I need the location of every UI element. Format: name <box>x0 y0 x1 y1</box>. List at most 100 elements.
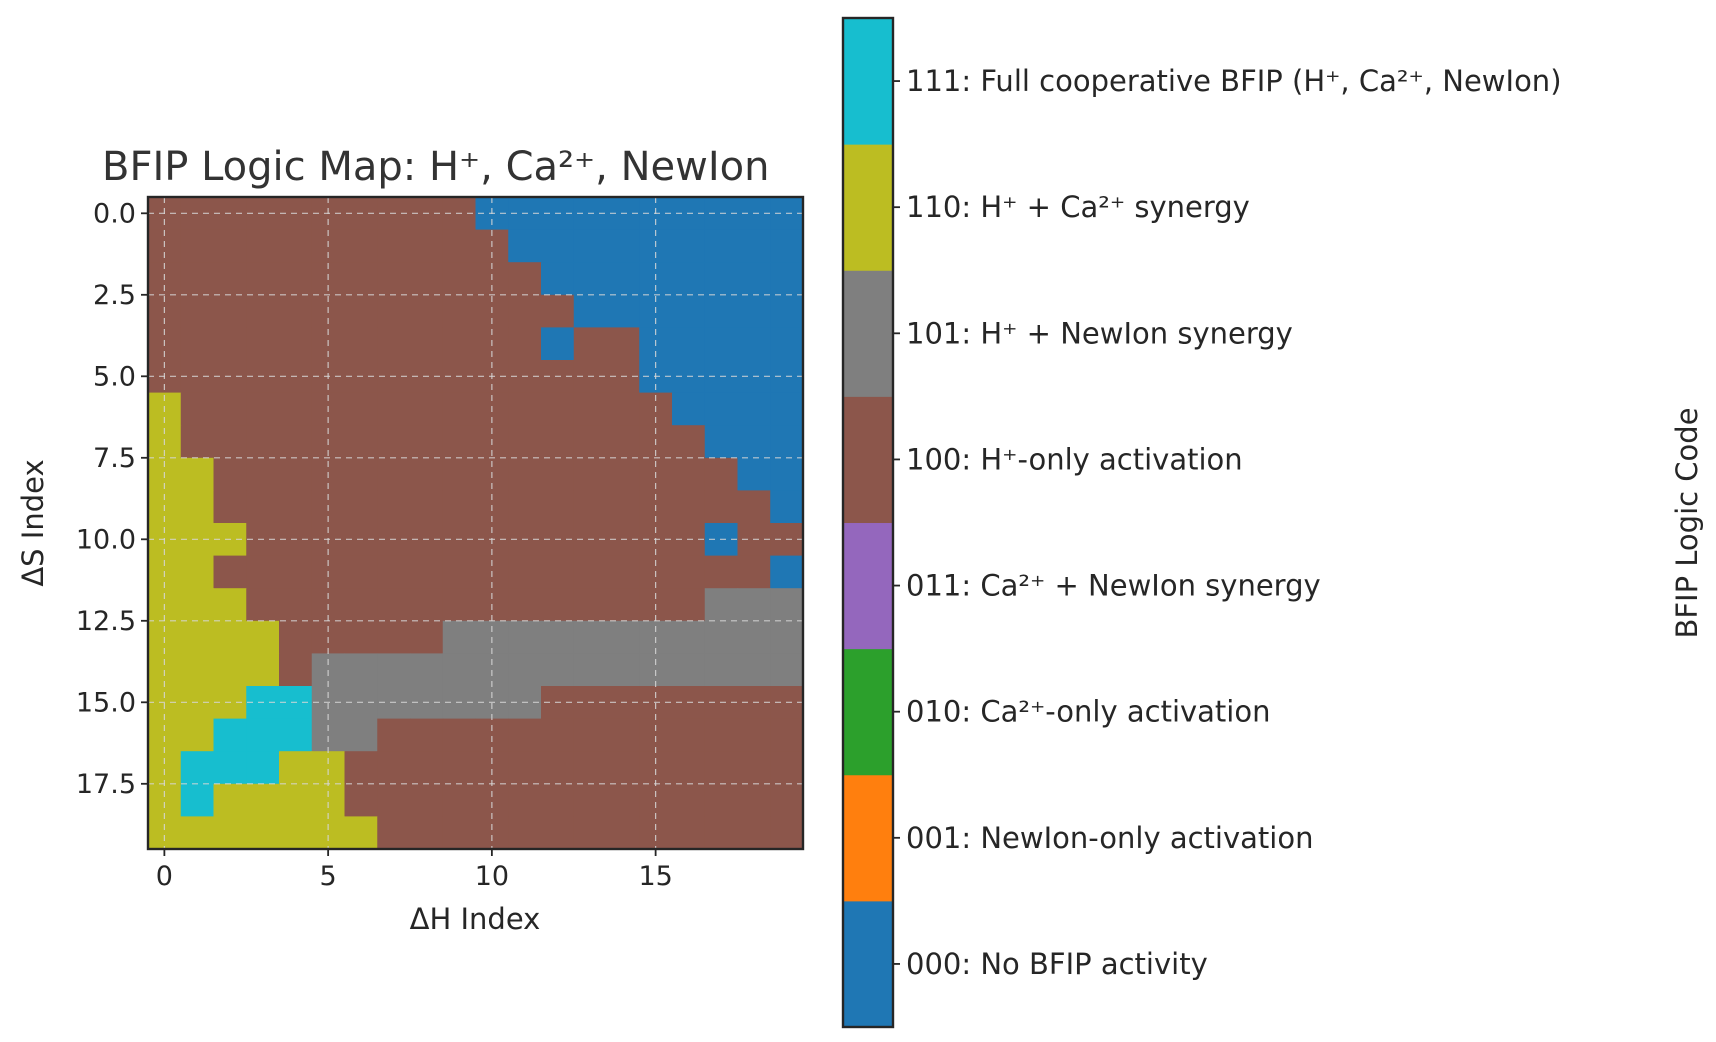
heatmap-cell <box>606 816 640 850</box>
heatmap-cell <box>672 294 706 328</box>
heatmap-cell <box>410 327 444 361</box>
heatmap-cell <box>377 588 411 622</box>
heatmap-cell <box>475 718 509 752</box>
heatmap-cell <box>148 816 182 850</box>
heatmap-cell <box>180 555 215 589</box>
heatmap-cell <box>311 783 346 817</box>
chart-title: BFIP Logic Map: H⁺, Ca²⁺, NewIon <box>102 144 769 190</box>
colorbar-swatch-011 <box>843 522 893 650</box>
colorbar-frame <box>841 16 895 1029</box>
heatmap-cell <box>770 620 804 654</box>
heatmap-cell <box>573 229 608 263</box>
heatmap-cell <box>606 229 640 263</box>
heatmap-cell <box>279 783 313 817</box>
heatmap-cell <box>573 294 608 328</box>
heatmap-cell <box>180 262 215 296</box>
heatmap-cell <box>213 294 247 328</box>
y-tick-label: 12.5 <box>76 606 136 637</box>
heatmap-cell <box>442 327 477 361</box>
heatmap-cell <box>279 392 313 426</box>
heatmap-cell <box>770 490 804 524</box>
heatmap-cell <box>442 392 477 426</box>
heatmap-cell <box>573 620 608 654</box>
heatmap-cell <box>410 816 444 850</box>
heatmap-cell <box>377 425 411 459</box>
heatmap-cell <box>377 555 411 589</box>
heatmap-cell <box>246 816 280 850</box>
heatmap-cell <box>180 294 215 328</box>
heatmap-cell <box>508 229 542 263</box>
colorbar-label-011: 011: Ca²⁺ + NewIon synergy <box>906 569 1321 603</box>
heatmap-cell <box>442 229 477 263</box>
heatmap-cell <box>442 718 477 752</box>
heatmap-cell <box>737 294 771 328</box>
heatmap-cell <box>508 783 542 817</box>
heatmap-cell <box>344 783 378 817</box>
heatmap-cell <box>213 718 247 752</box>
heatmap-cell <box>279 327 313 361</box>
heatmap-cell <box>344 555 378 589</box>
heatmap-cell <box>606 751 640 785</box>
heatmap-cell <box>410 392 444 426</box>
heatmap-cell <box>508 588 542 622</box>
heatmap-cells <box>148 197 804 850</box>
heatmap-cell <box>770 327 804 361</box>
heatmap-cell <box>344 392 378 426</box>
heatmap-cell <box>704 653 739 687</box>
heatmap-cell <box>213 229 247 263</box>
heatmap-cell <box>704 392 739 426</box>
heatmap-cell <box>148 718 182 752</box>
heatmap-cell <box>180 588 215 622</box>
colorbar-label-000: 000: No BFIP activity <box>906 947 1208 981</box>
heatmap-cell <box>213 751 247 785</box>
heatmap-cell <box>344 718 378 752</box>
colorbar-label-111: 111: Full cooperative BFIP (H⁺, Ca²⁺, Ne… <box>906 64 1562 98</box>
heatmap-cell <box>410 294 444 328</box>
heatmap-cell <box>672 718 706 752</box>
heatmap-cell <box>410 555 444 589</box>
heatmap-cell <box>344 653 378 687</box>
x-axis-ticks: 0 5 10 15 <box>156 849 673 892</box>
heatmap-cell <box>737 327 771 361</box>
heatmap-cell <box>508 718 542 752</box>
heatmap-cell <box>737 588 771 622</box>
heatmap-cell <box>573 262 608 296</box>
heatmap-cell <box>344 327 378 361</box>
y-tick-label: 5.0 <box>93 361 136 392</box>
heatmap-cell <box>606 490 640 524</box>
heatmap-cell <box>410 588 444 622</box>
colorbar-swatch-000 <box>843 900 893 1028</box>
heatmap-cell <box>180 229 215 263</box>
heatmap-cell <box>704 262 739 296</box>
heatmap-cell <box>180 718 215 752</box>
x-axis-label: ΔH Index <box>410 902 541 936</box>
heatmap-cell <box>279 262 313 296</box>
heatmap-cell <box>737 718 771 752</box>
heatmap-cell <box>344 294 378 328</box>
heatmap-cell <box>737 229 771 263</box>
heatmap-cell <box>377 392 411 426</box>
colorbar-label-100: 100: H⁺-only activation <box>906 442 1243 476</box>
heatmap-cell <box>541 783 575 817</box>
heatmap-cell <box>541 751 575 785</box>
heatmap-cell <box>377 783 411 817</box>
heatmap-cell <box>606 262 640 296</box>
heatmap-cell <box>344 490 378 524</box>
heatmap-cell <box>279 425 313 459</box>
heatmap-cell <box>213 588 247 622</box>
heatmap-cell <box>508 457 542 491</box>
heatmap-cell <box>442 262 477 296</box>
heatmap-cell <box>180 653 215 687</box>
heatmap-cell <box>770 718 804 752</box>
heatmap-cell <box>180 751 215 785</box>
heatmap-cell <box>344 457 378 491</box>
heatmap-cell <box>606 392 640 426</box>
heatmap-cell <box>541 588 575 622</box>
heatmap-cell <box>344 751 378 785</box>
y-tick-label: 10.0 <box>76 524 136 555</box>
heatmap-cell <box>344 588 378 622</box>
heatmap-cell <box>606 718 640 752</box>
heatmap-cell <box>246 718 280 752</box>
heatmap-cell <box>770 653 804 687</box>
